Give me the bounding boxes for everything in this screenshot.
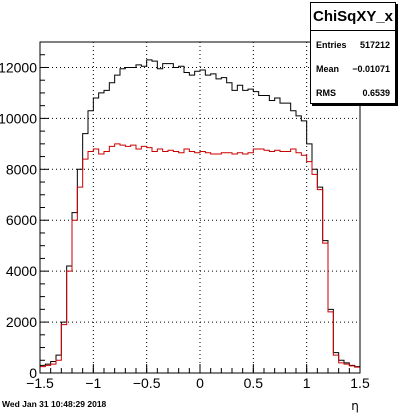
x-axis-label: η	[351, 399, 359, 413]
stats-value: 0.6539	[362, 88, 390, 98]
stats-row-mean: Mean −0.01071	[316, 64, 390, 74]
x-tick-label: 1	[303, 375, 311, 391]
stats-row-entries: Entries 517212	[316, 40, 390, 50]
stats-label: Mean	[316, 64, 340, 74]
stats-box: ChiSqXY_x Entries 517212 Mean −0.01071 R…	[310, 2, 396, 104]
y-tick-label: 12000	[0, 59, 37, 75]
histogram-series	[40, 59, 360, 368]
stats-value: −0.01071	[352, 64, 390, 74]
x-tick-label: 0	[196, 375, 204, 391]
stats-label: Entries	[316, 40, 347, 50]
y-tick-label: 8000	[6, 161, 37, 177]
histogram-series-1	[40, 143, 360, 368]
y-tick-label: 10000	[0, 110, 37, 126]
stats-title: ChiSqXY_x	[311, 3, 395, 31]
histogram-series-0	[40, 59, 360, 368]
stats-label: RMS	[316, 88, 336, 98]
footer-date: Wed Jan 31 10:48:29 2018	[2, 399, 107, 409]
x-tick-label: −0.5	[133, 375, 161, 391]
axis-ticks	[39, 54, 361, 374]
x-tick-label: −1.5	[26, 375, 54, 391]
y-tick-label: 6000	[6, 212, 37, 228]
x-tick-label: 1.5	[350, 375, 370, 391]
x-tick-label: −1	[85, 375, 101, 391]
y-tick-label: 2000	[6, 314, 37, 330]
stats-row-rms: RMS 0.6539	[316, 88, 390, 98]
x-tick-label: 0.5	[244, 375, 264, 391]
y-tick-label: 0	[29, 365, 37, 381]
tick-labels: −1.5 −1 −0.5 0 0.5 1 1.5 0 2000 4000 6000 8000 10000…	[0, 59, 370, 391]
stats-value: 517212	[359, 40, 390, 50]
y-tick-label: 4000	[6, 263, 37, 279]
grid-lines	[40, 42, 360, 373]
